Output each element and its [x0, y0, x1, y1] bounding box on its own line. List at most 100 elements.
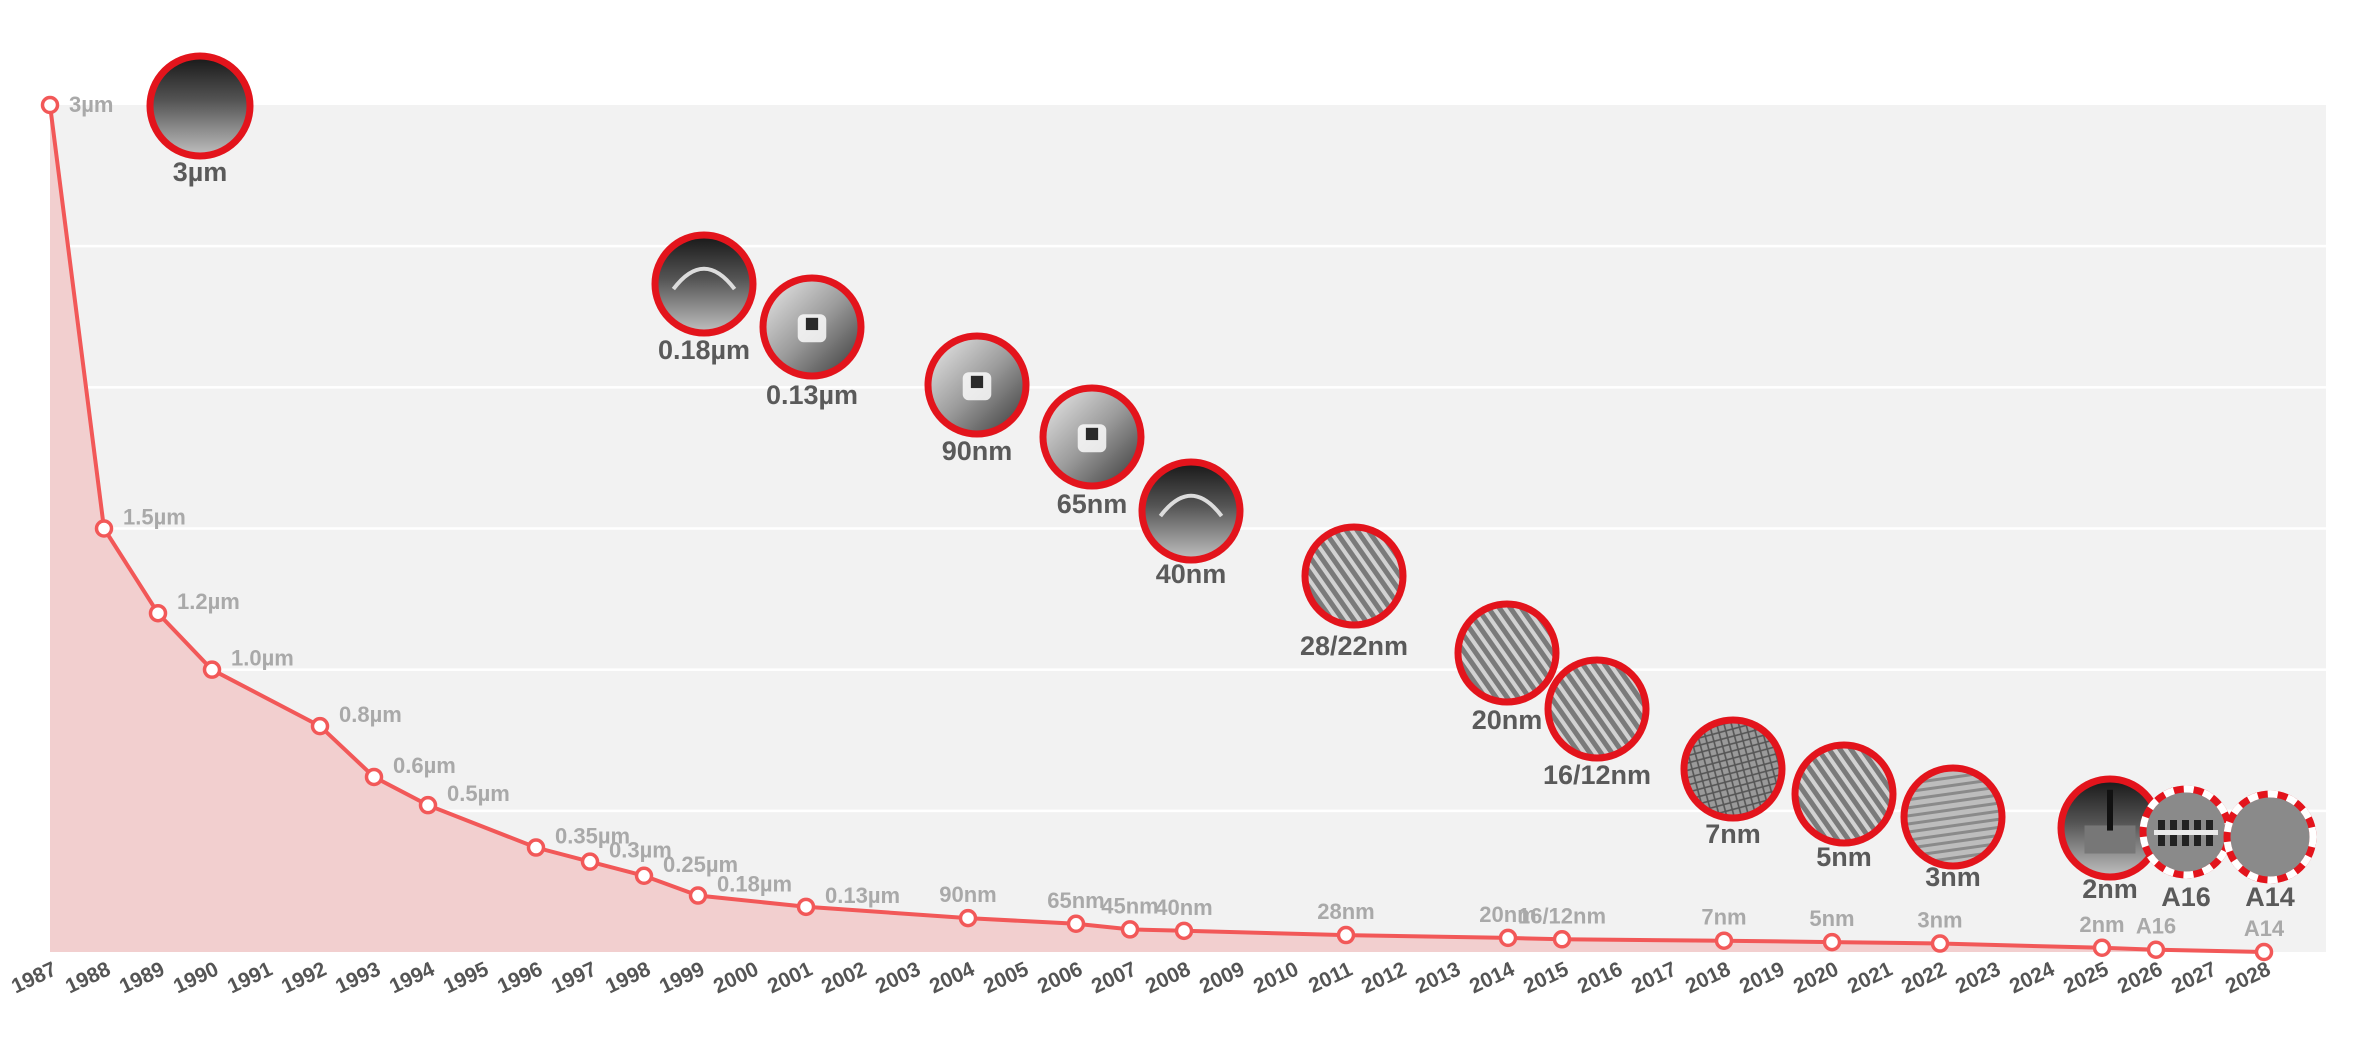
node-ring	[1680, 716, 1786, 822]
marker-2006	[1066, 914, 1086, 934]
marker-2026	[2146, 940, 2166, 959]
node-feature	[671, 266, 737, 291]
node-label: 0.18µm	[658, 335, 750, 365]
marker-2004	[958, 908, 978, 928]
point-label-2025: 2nm	[2079, 912, 2124, 937]
year-label-2001: 2001	[764, 958, 816, 999]
year-label-2026: 2026	[2114, 958, 2166, 999]
point-label-1997: 0.3µm	[609, 838, 672, 863]
year-label-2025: 2025	[2060, 958, 2112, 999]
node-image-3µm: 3µm	[146, 52, 254, 187]
node-ring	[1138, 458, 1244, 564]
point-label-1989: 1.2µm	[177, 589, 240, 614]
year-label-1997: 1997	[548, 958, 600, 999]
year-label-2005: 2005	[980, 958, 1032, 999]
node-image-90nm: 90nm	[924, 332, 1030, 466]
area-fill	[50, 105, 2264, 952]
node-feature	[1158, 493, 1224, 518]
marker-2028	[2254, 942, 2274, 962]
node-feature	[805, 317, 819, 331]
marker-2001	[796, 897, 816, 917]
point-label-1996: 0.35µm	[555, 824, 630, 849]
year-label-2028: 2028	[2222, 958, 2274, 999]
marker-2014	[1498, 928, 1518, 948]
year-label-1987: 1987	[8, 958, 60, 999]
node-ring	[146, 52, 254, 160]
node-label: 28/22nm	[1300, 631, 1408, 661]
year-label-2008: 2008	[1142, 958, 1194, 999]
year-label-2010: 2010	[1250, 958, 1302, 999]
point-label-1992: 0.8µm	[339, 702, 402, 727]
node-image-7nm: 7nm	[1680, 716, 1786, 849]
node-ring	[1900, 764, 2006, 870]
point-label-2014: 20nm	[1479, 902, 1536, 927]
year-label-2000: 2000	[710, 958, 762, 999]
year-label-1992: 1992	[278, 958, 330, 999]
node-image-0.13µm: 0.13µm	[759, 274, 865, 410]
node-label: A16	[2161, 882, 2211, 912]
marker-1988	[94, 519, 114, 538]
x-axis-year-labels: 1987 1988 1989 1990 1991 1992 1993 1994 1995 1996…	[8, 958, 2274, 999]
year-label-2013: 2013	[1412, 958, 1464, 999]
node-image-65nm: 65nm	[1039, 384, 1145, 519]
year-label-2014: 2014	[1466, 958, 1518, 999]
marker-2015	[1552, 930, 1572, 949]
node-ring	[1301, 523, 1407, 629]
node-image-A14: A14	[2223, 790, 2317, 912]
marker-2025	[2092, 938, 2112, 958]
year-label-1999: 1999	[656, 958, 708, 999]
year-label-2007: 2007	[1088, 958, 1140, 999]
node-photo	[1144, 464, 1238, 558]
marker-2008	[1174, 921, 1194, 941]
node-image-28/22nm: 28/22nm	[1300, 523, 1408, 661]
marker-2022	[1930, 934, 1950, 953]
year-label-2002: 2002	[818, 958, 870, 999]
node-ring	[1454, 600, 1560, 706]
year-label-2004: 2004	[926, 958, 978, 999]
node-image-16/12nm: 16/12nm	[1543, 656, 1651, 790]
point-label-2011: 28nm	[1317, 899, 1374, 924]
node-photo	[657, 237, 751, 331]
point-label-2028: A14	[2244, 916, 2285, 941]
node-image-0.18µm: 0.18µm	[651, 231, 757, 365]
point-label-2004: 90nm	[939, 882, 996, 907]
node-label: 65nm	[1057, 489, 1128, 519]
node-label: 2nm	[2082, 874, 2138, 904]
node-ring	[759, 274, 865, 380]
point-label-2022: 3nm	[1917, 908, 1962, 933]
node-image-20nm: 20nm	[1454, 600, 1560, 735]
point-label-2020: 5nm	[1809, 906, 1854, 931]
point-label-1990: 1.0µm	[231, 646, 294, 671]
node-label: 40nm	[1156, 559, 1227, 589]
node-image-40nm: 40nm	[1138, 458, 1244, 589]
node-image-5nm: 5nm	[1791, 741, 1897, 872]
node-ring	[1791, 741, 1897, 847]
data-markers	[40, 95, 2274, 962]
year-label-2027: 2027	[2168, 958, 2220, 999]
marker-1993	[364, 767, 384, 787]
year-label-2018: 2018	[1682, 958, 1734, 999]
node-label: 7nm	[1705, 819, 1761, 849]
node-feature	[1085, 427, 1099, 441]
year-label-1995: 1995	[440, 958, 492, 999]
year-label-2009: 2009	[1196, 958, 1248, 999]
point-label-1998: 0.25µm	[663, 852, 738, 877]
marker-1997	[580, 852, 600, 871]
node-ring	[651, 231, 757, 337]
marker-1989	[148, 603, 168, 623]
node-photo	[152, 58, 248, 154]
point-label-1999: 0.18µm	[717, 872, 792, 897]
node-feature	[970, 375, 984, 389]
node-ring	[1544, 656, 1650, 762]
node-label: 3nm	[1925, 862, 1981, 892]
point-label-1988: 1.5µm	[123, 505, 186, 530]
year-label-1998: 1998	[602, 958, 654, 999]
node-photo	[1460, 606, 1554, 700]
process-node-images: 3µm 0.18µm 0.13µm 90nm 65nm 40nm 28/22nm 20nm 16…	[146, 52, 2317, 912]
node-ring	[924, 332, 1030, 438]
year-label-2019: 2019	[1736, 958, 1788, 999]
node-label: 16/12nm	[1543, 760, 1651, 790]
year-label-1988: 1988	[62, 958, 114, 999]
year-label-2016: 2016	[1574, 958, 1626, 999]
point-label-1993: 0.6µm	[393, 753, 456, 778]
